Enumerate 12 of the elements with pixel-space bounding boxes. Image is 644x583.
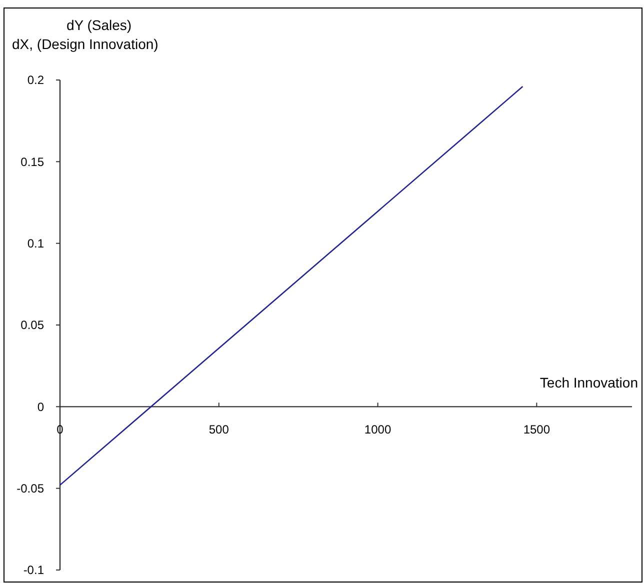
x-tick-label: 1000	[364, 422, 392, 437]
y-tick-label: 0	[37, 400, 44, 414]
y-tick-label: -0.05	[16, 482, 44, 496]
y-tick-label: 0.1	[27, 236, 44, 251]
y-tick-label: 0.15	[20, 154, 44, 169]
y-tick-label: -0.1	[23, 563, 44, 578]
y-axis-title: dY (Sales) dX, (Design Innovation)	[12, 17, 158, 52]
x-tick-label: 1500	[523, 422, 550, 437]
x-axis-title: Tech Innovation	[540, 374, 638, 391]
x-tick-label: 500	[208, 422, 230, 437]
y-tick-label: 0.05	[20, 318, 44, 332]
y-tick-label: 0.2	[27, 73, 44, 88]
